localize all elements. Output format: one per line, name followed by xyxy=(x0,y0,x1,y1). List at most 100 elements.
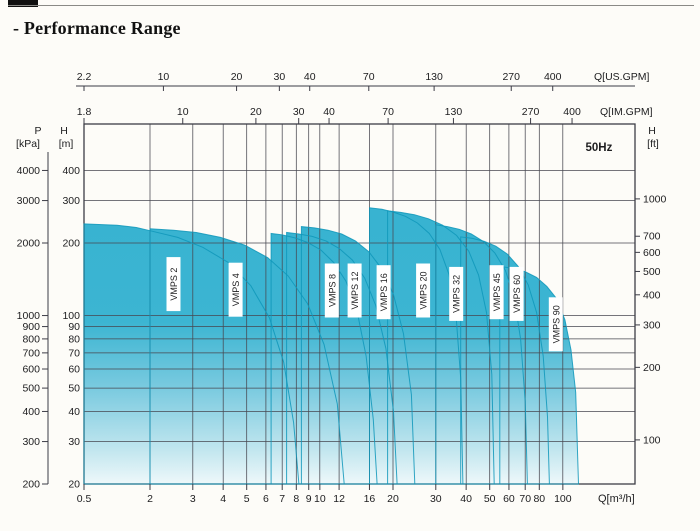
tick-label: 10 xyxy=(177,106,189,118)
pump-region-outline xyxy=(435,224,528,485)
tick-label: 100 xyxy=(643,434,661,446)
tick-label: 20 xyxy=(68,479,80,491)
pump-region-outline xyxy=(387,210,495,485)
pump-region-outline xyxy=(300,226,416,485)
tick-label: 16 xyxy=(364,493,376,505)
tick-label: 400 xyxy=(62,165,80,177)
pump-label-box xyxy=(376,265,391,320)
tick-label: 12 xyxy=(333,493,345,505)
tick-label: 80 xyxy=(533,493,545,505)
tick-label: 270 xyxy=(522,106,540,118)
tick-label: 800 xyxy=(22,333,40,345)
tick-label: 200 xyxy=(643,362,661,374)
tick-label: 40 xyxy=(460,493,472,505)
tick-label: 50 xyxy=(68,383,80,395)
axis-unit-m: [m] xyxy=(59,138,74,150)
pump-label-text: VMPS 20 xyxy=(419,271,429,309)
pump-label-box xyxy=(416,263,431,318)
frequency-label: 50Hz xyxy=(585,142,612,154)
pump-label: VMPS 4 xyxy=(228,262,243,317)
pump-region-fills xyxy=(84,207,579,485)
pump-label-box xyxy=(324,263,339,318)
tick-label: 130 xyxy=(445,106,463,118)
tick-label: 1000 xyxy=(643,193,667,205)
tick-label: 3000 xyxy=(17,195,41,207)
tick-label: 1.8 xyxy=(77,106,92,118)
pump-label: VMPS 45 xyxy=(489,265,504,320)
tick-label: 60 xyxy=(68,364,80,376)
tick-label: 30 xyxy=(274,71,286,83)
tick-label: 1000 xyxy=(17,310,41,322)
tick-label: 20 xyxy=(231,71,243,83)
tick-label: 9 xyxy=(306,493,312,505)
axis-label-q-im-gpm: Q[IM.GPM] xyxy=(600,106,653,118)
pump-label-text: VMPS 90 xyxy=(551,305,561,343)
tick-label: 900 xyxy=(22,321,40,333)
tick-label: 80 xyxy=(68,333,80,345)
axis-q-im-gpm: 1.8 10 20 30 40 70 130 270 400 Q[IM.GPM] xyxy=(77,106,653,124)
pump-label-text: VMPS 16 xyxy=(379,273,389,311)
pump-label: VMPS 60 xyxy=(509,266,524,321)
tick-label: 100 xyxy=(62,310,80,322)
pump-label-box xyxy=(509,266,524,321)
tick-label: 30 xyxy=(430,493,442,505)
tick-label: 90 xyxy=(68,321,80,333)
pump-label-box xyxy=(228,262,243,317)
tick-label: 500 xyxy=(22,383,40,395)
pump-labels: VMPS 2 VMPS 4 VMPS 8 VMPS 12 VMPS 16 VMPS 20 V… xyxy=(166,257,563,352)
tick-label: 2 xyxy=(147,493,153,505)
pump-label-box xyxy=(166,257,181,312)
pump-label-text: VMPS 60 xyxy=(512,275,522,313)
axis-unit-kpa: [kPa] xyxy=(16,138,40,150)
axis-title-h-ft: H xyxy=(648,125,656,137)
pump-label: VMPS 90 xyxy=(548,297,563,352)
tick-label: 500 xyxy=(643,266,661,278)
tick-label: 8 xyxy=(293,493,299,505)
pump-label: VMPS 20 xyxy=(416,263,431,318)
tick-label: 40 xyxy=(323,106,335,118)
tick-label: 40 xyxy=(304,71,316,83)
axis-unit-ft: [ft] xyxy=(647,138,659,150)
tick-label: 700 xyxy=(22,347,40,359)
tick-label: 2000 xyxy=(17,238,41,250)
axis-label-q-m3h: Q[m³/h] xyxy=(598,493,635,505)
tick-label: 200 xyxy=(62,238,80,250)
tick-label: 10 xyxy=(314,493,326,505)
tick-label: 40 xyxy=(68,406,80,418)
tick-label: 70 xyxy=(68,347,80,359)
tick-label: 0.5 xyxy=(77,493,92,505)
tick-label: 4000 xyxy=(17,165,41,177)
axis-q-us-gpm: 2.2 10 20 30 40 70 130 270 400 Q[US.GPM] xyxy=(76,71,650,91)
pump-label: VMPS 32 xyxy=(449,266,464,321)
tick-label: 30 xyxy=(68,436,80,448)
pump-label-text: VMPS 12 xyxy=(350,271,360,309)
pump-label: VMPS 12 xyxy=(347,263,362,318)
tick-label: 20 xyxy=(387,493,399,505)
tick-label: 60 xyxy=(503,493,515,505)
pump-label: VMPS 8 xyxy=(324,263,339,318)
page-title: - Performance Range xyxy=(13,18,181,38)
tick-label: 700 xyxy=(643,231,661,243)
top-edge-artifact xyxy=(8,0,38,7)
tick-label: 400 xyxy=(22,406,40,418)
tick-label: 270 xyxy=(502,71,520,83)
pump-label: VMPS 16 xyxy=(376,265,391,320)
tick-label: 400 xyxy=(643,289,661,301)
tick-label: 50 xyxy=(484,493,496,505)
pump-label-text: VMPS 45 xyxy=(492,273,502,311)
tick-label: 3 xyxy=(190,493,196,505)
pump-region-outline xyxy=(460,236,550,485)
tick-label: 70 xyxy=(519,493,531,505)
tick-label: 400 xyxy=(544,71,562,83)
tick-label: 4 xyxy=(220,493,226,505)
pump-region-outline xyxy=(286,231,398,485)
axis-title-h: H xyxy=(60,125,68,137)
pump-label-text: VMPS 4 xyxy=(231,273,241,306)
axis-label-q-us-gpm: Q[US.GPM] xyxy=(594,71,650,83)
tick-label: 200 xyxy=(22,479,40,491)
tick-label: 6 xyxy=(263,493,269,505)
